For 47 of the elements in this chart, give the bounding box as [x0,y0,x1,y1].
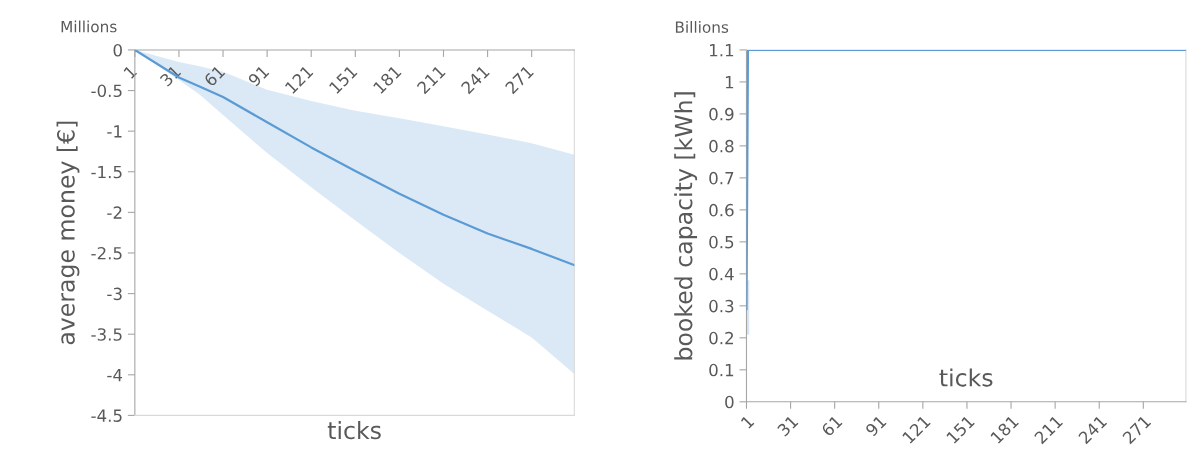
y-tick-label: 0.1 [709,363,734,377]
y-tick-label: -0.5 [91,84,122,98]
y-tick-label: -2 [107,206,122,219]
y-tick-label: -3.5 [91,328,122,341]
text: Millions [61,20,117,33]
x-tick-label: 121 [284,64,314,94]
y-tick-label: -4.5 [91,409,122,422]
y-tick-label: 0.8 [709,139,734,153]
x-tick-label: 91 [247,64,270,88]
x-tick-label: 31 [776,414,799,437]
y-tick-label: 0.7 [709,171,734,185]
y-tick-label: -1.5 [91,165,122,179]
x-tick-label: 91 [864,414,887,437]
x-tick-label: 151 [946,415,975,444]
x-tick-label: 31 [159,64,182,87]
y-tick-label: -3 [107,287,122,301]
y-tick-label: 0 [725,395,734,409]
y-tick-label: 0.9 [709,107,734,121]
x-tick-label: 61 [820,414,843,437]
x-tick-label: 271 [1121,414,1152,445]
x-tick-label: 121 [901,414,931,444]
x-tick-label: 241 [460,64,490,95]
x-tick-label: 1 [123,65,138,79]
x-tick-label: 211 [1033,414,1063,445]
y-tick-label: -4 [107,368,123,382]
x-tick-label: 241 [1077,414,1108,445]
y-tick-label: 0.4 [709,267,734,281]
y-axis-title: average money [€] [56,121,80,345]
y-tick-label: 1.1 [710,44,734,57]
x-axis-title: ticks [939,368,993,387]
x-tick-label: 61 [203,64,226,87]
x-axis-title: ticks [327,420,381,440]
y-tick-label: 0 [113,43,122,57]
x-tick-label: 271 [504,64,534,95]
y-tick-label: 0.2 [709,331,734,345]
y-tick-label: -2.5 [91,246,122,260]
text: Billions [675,21,729,33]
y-axis-title: booked capacity [kWh] [674,92,698,360]
x-tick-label: 181 [372,64,402,94]
x-tick-label: 151 [328,65,358,94]
x-tick-label: 211 [416,64,446,95]
x-tick-label: 181 [990,414,1020,444]
x-tick-label: 1 [740,415,755,429]
y-tick-label: 0.3 [709,299,734,313]
y-tick-label: 0.5 [709,235,734,249]
y-tick-label: 0.6 [709,203,734,217]
y-tick-label: -1 [107,125,122,138]
